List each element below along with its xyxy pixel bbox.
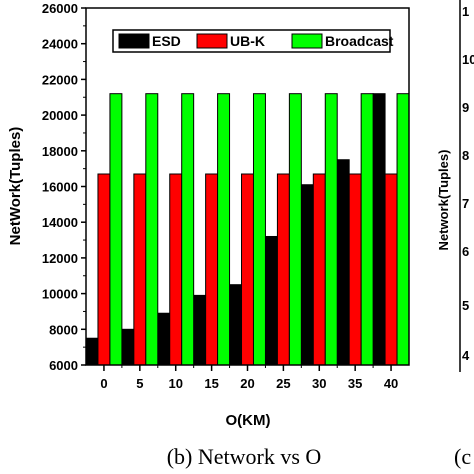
bar-ub-k-25 [276, 173, 290, 366]
y-tick-label: 14000 [42, 215, 78, 230]
bar-ub-k-10 [169, 173, 183, 366]
y-axis-title: NetWork(Tuples) [7, 127, 24, 246]
bar-broadcast-0 [109, 93, 123, 366]
x-tick-label: 0 [100, 376, 107, 391]
neighbor-tick-fragment: 6 [462, 244, 469, 259]
neighbor-tick-fragment: 4 [462, 348, 470, 363]
bar-broadcast-25 [288, 93, 302, 366]
bar-broadcast-20 [252, 93, 266, 366]
neighbor-panel-fragment: Network(Tuples) (c 1 10 9 8 7 6 5 4 [436, 0, 474, 469]
bar-esd-40 [372, 93, 386, 366]
y-tick-label: 18000 [42, 144, 78, 159]
x-tick-label: 40 [384, 376, 398, 391]
legend-swatch-ub-k [196, 33, 228, 49]
x-tick-label: 25 [276, 376, 290, 391]
bar-esd-15 [193, 294, 207, 366]
x-tick-label: 35 [348, 376, 362, 391]
y-tick-label: 12000 [42, 251, 78, 266]
y-tick-label: 20000 [42, 108, 78, 123]
legend-swatch-broadcast [291, 33, 323, 49]
figure-caption: (b) Network vs O [167, 444, 322, 469]
bar-esd-5 [121, 328, 135, 366]
x-tick-label: 15 [204, 376, 218, 391]
y-tick-label: 10000 [42, 287, 78, 302]
bar-esd-30 [300, 184, 314, 366]
x-tick-label: 5 [136, 376, 143, 391]
legend-swatch-esd [118, 33, 150, 49]
x-tick-label: 20 [240, 376, 254, 391]
bar-ub-k-35 [348, 173, 362, 366]
neighbor-tick-fragment: 9 [462, 100, 469, 115]
bar-esd-25 [264, 235, 278, 366]
neighbor-tick-fragment: 7 [462, 196, 469, 211]
legend-label-broadcast: Broadcast [325, 33, 394, 49]
y-axis: 6000 8000 10000 12000 14000 16000 18000 20000 22… [42, 1, 86, 373]
bar-ub-k-30 [312, 173, 326, 366]
y-tick-label: 16000 [42, 180, 78, 195]
bar-esd-20 [229, 284, 243, 366]
bar-esd-10 [157, 312, 171, 366]
bar-broadcast-10 [181, 93, 195, 366]
bar-broadcast-30 [324, 93, 338, 366]
neighbor-tick-fragment: 1 [462, 4, 469, 19]
neighbor-caption-fragment: (c [454, 444, 471, 469]
x-axis: 0 5 10 15 20 25 30 35 40 [100, 365, 398, 391]
legend: ESD UB-K Broadcast [112, 29, 394, 53]
neighbor-y-axis-title: Network(Tuples) [436, 150, 451, 251]
neighbor-tick-fragment: 8 [462, 148, 469, 163]
bar-ub-k-20 [241, 173, 254, 366]
bar-esd-35 [336, 159, 350, 366]
bar-broadcast-5 [145, 93, 159, 366]
bar-ub-k-5 [133, 173, 147, 366]
x-axis-title: O(KM) [226, 412, 271, 429]
y-tick-label: 24000 [42, 37, 78, 52]
legend-label-ub-k: UB-K [230, 33, 265, 49]
bar-broadcast-35 [360, 93, 374, 366]
bar-esd-0 [85, 337, 99, 366]
y-tick-label: 8000 [49, 322, 78, 337]
bar-group [85, 93, 410, 366]
y-tick-label: 26000 [42, 1, 78, 16]
x-tick-label: 30 [312, 376, 326, 391]
neighbor-tick-fragment: 5 [462, 298, 469, 313]
y-tick-label: 6000 [49, 358, 78, 373]
legend-label-esd: ESD [152, 33, 181, 49]
x-tick-label: 10 [168, 376, 182, 391]
y-tick-label: 22000 [42, 72, 78, 87]
bar-broadcast-15 [217, 93, 231, 366]
neighbor-tick-fragment: 10 [462, 52, 474, 67]
bar-broadcast-40 [396, 93, 410, 366]
bar-ub-k-0 [97, 173, 111, 366]
bar-ub-k-40 [384, 173, 398, 366]
bar-ub-k-15 [205, 173, 219, 366]
